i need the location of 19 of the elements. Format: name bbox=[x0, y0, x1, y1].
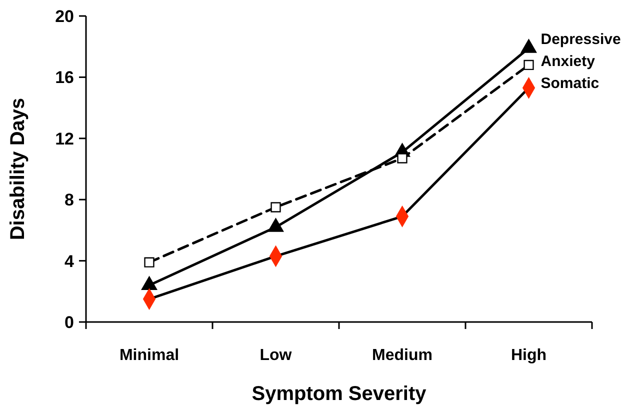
x-tick-label: Minimal bbox=[119, 347, 180, 364]
series-label: Somatic bbox=[540, 75, 600, 92]
y-tick-label: 12 bbox=[55, 129, 74, 148]
point bbox=[524, 60, 534, 70]
y-tick-label: 16 bbox=[55, 68, 74, 88]
point bbox=[270, 202, 281, 212]
x-tick-label: Low bbox=[260, 347, 292, 364]
y-tick-label: 4 bbox=[64, 252, 75, 271]
x-axis-title: Symptom Severity bbox=[252, 383, 428, 405]
y-axis-title: Disability Days bbox=[7, 98, 29, 240]
x-tick-label: High bbox=[510, 347, 547, 364]
series-label: Anxiety bbox=[540, 53, 596, 70]
y-tick-label: 20 bbox=[55, 6, 74, 26]
y-tick-label: 0 bbox=[64, 312, 74, 332]
x-tick-label: Medium bbox=[372, 347, 432, 364]
point bbox=[397, 153, 408, 164]
y-tick-label: 8 bbox=[64, 190, 74, 210]
series-label: Depressive bbox=[540, 31, 621, 48]
point bbox=[144, 257, 154, 268]
